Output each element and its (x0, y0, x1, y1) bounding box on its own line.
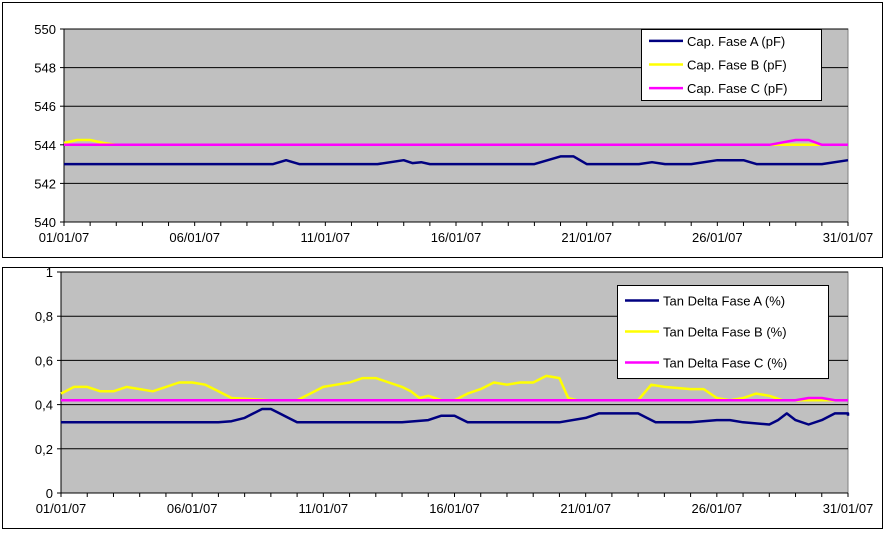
x-tick-label: 01/01/07 (36, 501, 87, 516)
x-tick-label: 31/01/07 (823, 501, 874, 516)
legend-label-2: Cap. Fase B (pF) (687, 58, 787, 73)
x-tick-label: 11/01/07 (301, 230, 351, 245)
y-tick-label: 0 (46, 486, 53, 501)
y-tick-label: 546 (34, 99, 56, 114)
y-tick-label: 550 (34, 22, 56, 37)
y-tick-label: 0,2 (35, 442, 53, 457)
x-tick-label: 31/01/07 (823, 230, 874, 245)
legend-label-3: Tan Delta Fase C (%) (663, 356, 787, 371)
y-tick-label: 544 (34, 138, 56, 153)
y-tick-label: 548 (34, 61, 56, 76)
x-tick-label: 21/01/07 (560, 501, 611, 516)
x-tick-label: 26/01/07 (692, 230, 743, 245)
legend-label-1: Tan Delta Fase A (%) (663, 294, 785, 309)
x-tick-label: 06/01/07 (169, 230, 220, 245)
capacitance-chart-svg: 540 542 544 546 548 550 01/01/07 06/01/07 11/01/… (2, 2, 883, 258)
y-tick-label: 1 (46, 265, 53, 280)
x-tick-label: 11/01/07 (299, 501, 349, 516)
legend-label-3: Cap. Fase C (pF) (687, 81, 787, 96)
x-tick-label: 16/01/07 (431, 230, 482, 245)
x-tick-label: 16/01/07 (429, 501, 480, 516)
tan-delta-chart: 0 0,2 0,4 0,6 0,8 1 01/01/07 06/01/07 11/01/07 16… (0, 265, 887, 533)
y-tick-label: 0,6 (35, 353, 53, 368)
y-tick-label: 540 (34, 215, 56, 230)
y-tick-label: 0,8 (35, 309, 53, 324)
series-line-3 (64, 138, 848, 147)
series-line-1 (64, 155, 849, 166)
legend-label-1: Cap. Fase A (pF) (687, 34, 785, 49)
y-tick-label: 542 (34, 176, 56, 191)
capacitance-chart: 540 542 544 546 548 550 01/01/07 06/01/07 11/01/… (0, 0, 887, 262)
x-tick-label: 06/01/07 (167, 501, 218, 516)
y-tick-label: 0,4 (35, 398, 53, 413)
series-line-3 (61, 396, 848, 402)
x-tick-label: 21/01/07 (561, 230, 612, 245)
x-tick-label: 26/01/07 (692, 501, 743, 516)
series-line-2 (60, 374, 848, 402)
series-line-1 (61, 407, 850, 426)
x-tick-label: 01/01/07 (39, 230, 90, 245)
tan-delta-chart-svg: 0 0,2 0,4 0,6 0,8 1 01/01/07 06/01/07 11/01/07 16… (2, 265, 883, 529)
legend-label-2: Tan Delta Fase B (%) (663, 325, 787, 340)
